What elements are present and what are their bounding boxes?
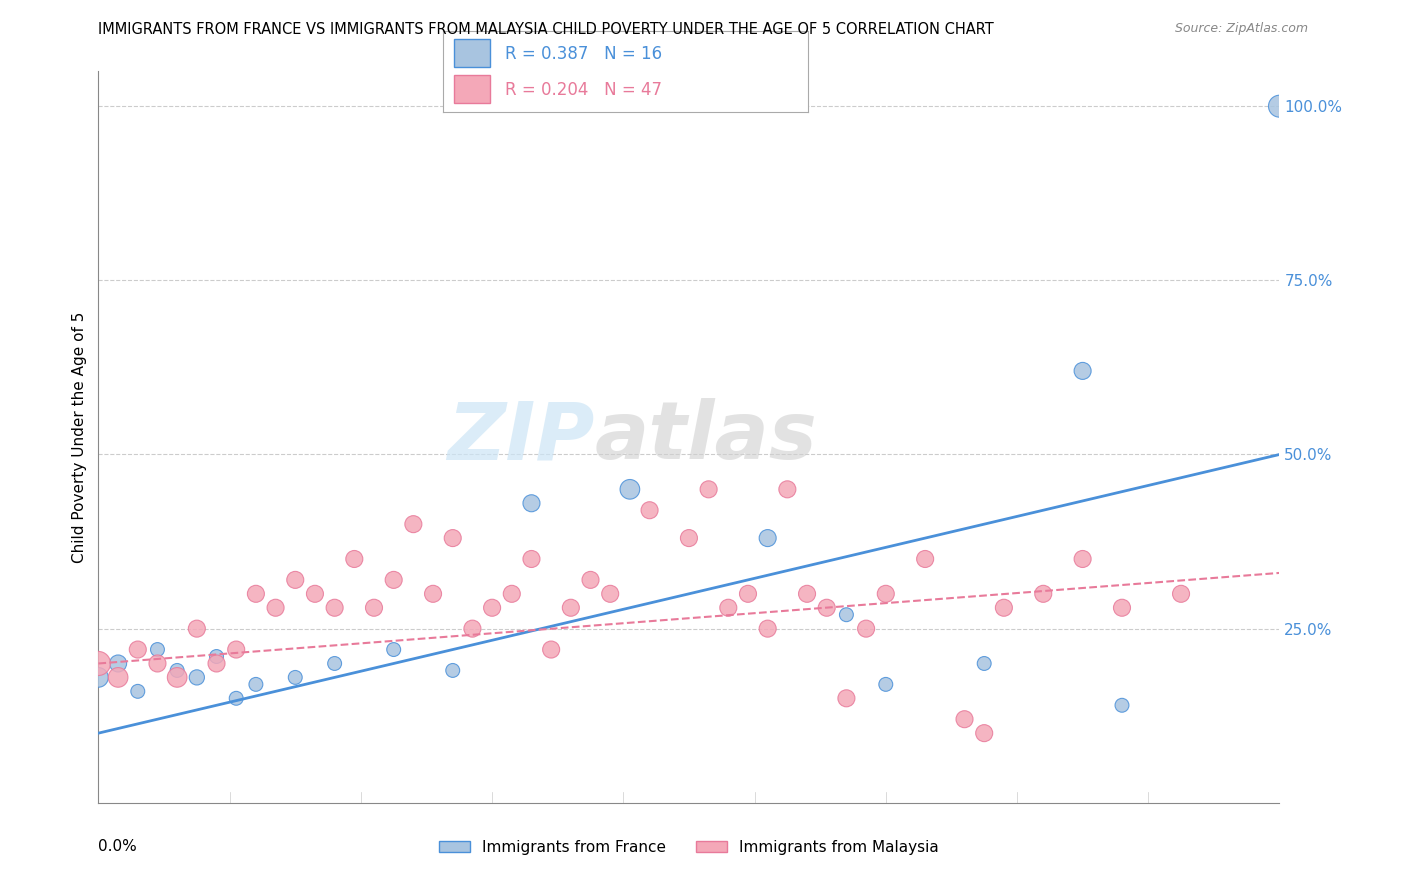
Point xyxy=(1071,552,1094,566)
Point xyxy=(245,677,267,691)
Text: R = 0.387   N = 16: R = 0.387 N = 16 xyxy=(505,45,662,62)
Y-axis label: Child Poverty Under the Age of 5: Child Poverty Under the Age of 5 xyxy=(72,311,87,563)
Point xyxy=(382,573,405,587)
Point xyxy=(1111,698,1133,713)
Point xyxy=(1071,364,1094,378)
Point xyxy=(264,600,287,615)
Point xyxy=(520,496,543,510)
Point xyxy=(225,642,247,657)
Point xyxy=(1268,99,1291,113)
Point xyxy=(875,677,897,691)
Point xyxy=(382,642,405,657)
Point xyxy=(186,622,208,636)
Point xyxy=(599,587,621,601)
Point xyxy=(107,657,129,671)
Point xyxy=(501,587,523,601)
Point xyxy=(835,607,858,622)
Point xyxy=(87,670,110,684)
Text: atlas: atlas xyxy=(595,398,817,476)
Point xyxy=(579,573,602,587)
Point xyxy=(855,622,877,636)
Point xyxy=(1170,587,1192,601)
Point xyxy=(756,622,779,636)
Text: ZIP: ZIP xyxy=(447,398,595,476)
Point xyxy=(166,670,188,684)
Point xyxy=(225,691,247,706)
Point xyxy=(245,587,267,601)
Point xyxy=(638,503,661,517)
Point xyxy=(343,552,366,566)
Legend: Immigrants from France, Immigrants from Malaysia: Immigrants from France, Immigrants from … xyxy=(433,834,945,861)
Point xyxy=(697,483,720,497)
Point xyxy=(560,600,582,615)
Point xyxy=(520,552,543,566)
Point xyxy=(146,657,169,671)
Point xyxy=(422,587,444,601)
Point xyxy=(1111,600,1133,615)
Point xyxy=(205,657,228,671)
Point xyxy=(540,642,562,657)
Bar xyxy=(454,76,491,103)
Point xyxy=(461,622,484,636)
Point xyxy=(619,483,641,497)
Point xyxy=(678,531,700,545)
Text: 0.0%: 0.0% xyxy=(98,839,138,855)
Point xyxy=(186,670,208,684)
Point xyxy=(107,670,129,684)
Text: IMMIGRANTS FROM FRANCE VS IMMIGRANTS FROM MALAYSIA CHILD POVERTY UNDER THE AGE O: IMMIGRANTS FROM FRANCE VS IMMIGRANTS FRO… xyxy=(98,22,994,37)
Point xyxy=(127,642,149,657)
Point xyxy=(717,600,740,615)
Point xyxy=(993,600,1015,615)
Text: R = 0.204   N = 47: R = 0.204 N = 47 xyxy=(505,81,662,99)
Point xyxy=(323,657,346,671)
Point xyxy=(973,726,995,740)
Point xyxy=(127,684,149,698)
Point xyxy=(756,531,779,545)
Point xyxy=(835,691,858,706)
Point xyxy=(363,600,385,615)
Point xyxy=(737,587,759,601)
Point xyxy=(402,517,425,532)
Point xyxy=(87,657,110,671)
Point xyxy=(284,670,307,684)
Point xyxy=(875,587,897,601)
Text: Source: ZipAtlas.com: Source: ZipAtlas.com xyxy=(1174,22,1308,36)
Point xyxy=(304,587,326,601)
Point xyxy=(973,657,995,671)
Point xyxy=(914,552,936,566)
Point xyxy=(815,600,838,615)
Point xyxy=(323,600,346,615)
Point xyxy=(1032,587,1054,601)
Point xyxy=(441,531,464,545)
Point xyxy=(166,664,188,678)
Point xyxy=(481,600,503,615)
Point xyxy=(776,483,799,497)
Point xyxy=(796,587,818,601)
Point xyxy=(205,649,228,664)
Point xyxy=(953,712,976,726)
Point xyxy=(146,642,169,657)
Point xyxy=(284,573,307,587)
Bar xyxy=(454,39,491,68)
Point xyxy=(441,664,464,678)
